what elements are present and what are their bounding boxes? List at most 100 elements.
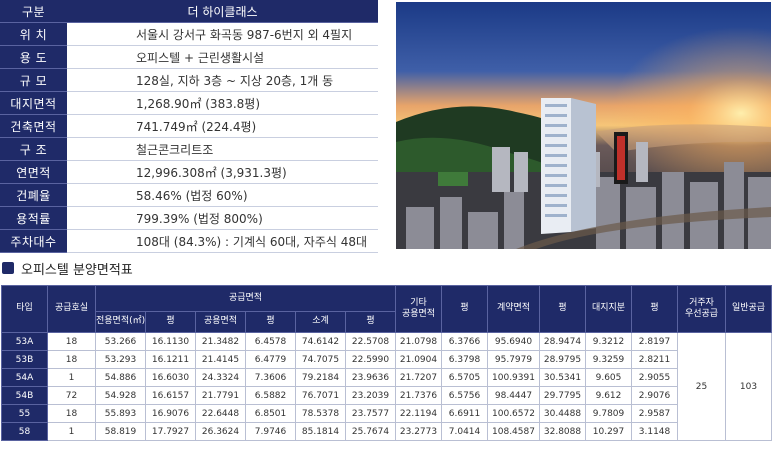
table-row: 53B 18 53.293 16.1211 21.4145 6.4779 74.7075 22… xyxy=(1,350,772,369)
table-cell: 3.1148 xyxy=(631,422,678,441)
type-cell: 58 xyxy=(1,422,48,441)
overview-label: 주차대수 xyxy=(0,229,67,253)
col-common: 공용면적 xyxy=(195,311,246,333)
overview-row: 위 치 서울시 강서구 화곡동 987-6번지 외 4필지 xyxy=(0,22,378,46)
overview-header-label: 구분 xyxy=(0,0,67,23)
table-cell: 21.0798 xyxy=(395,332,442,351)
table-row: 53A 18 53.266 16.1130 21.3482 6.4578 74.6142 22… xyxy=(1,332,772,441)
table-cell: 54.886 xyxy=(95,368,146,387)
table-cell: 32.8088 xyxy=(539,422,586,441)
area-header-row-1: 타입 공급호실 공급면적 기타 공용면적 평 계약면적 평 대지지분 평 거주자… xyxy=(1,285,772,333)
table-cell: 74.6142 xyxy=(295,332,346,351)
overview-label: 구 조 xyxy=(0,137,67,161)
table-cell: 23.2039 xyxy=(345,386,396,405)
table-cell: 16.1211 xyxy=(145,350,196,369)
col-resident-priority: 거주자 우선공급 xyxy=(677,285,726,333)
table-cell: 18 xyxy=(47,350,96,369)
overview-value: 108대 (84.3%) : 기계식 60대, 자주식 48대 xyxy=(67,229,378,253)
overview-row: 대지면적 1,268.90㎡ (383.8평) xyxy=(0,91,378,115)
table-cell: 78.5378 xyxy=(295,404,346,423)
table-cell: 22.6448 xyxy=(195,404,246,423)
table-cell: 9.612 xyxy=(585,386,632,405)
col-other-common: 기타 공용면적 xyxy=(395,285,442,333)
table-cell: 28.9795 xyxy=(539,350,586,369)
table-cell: 16.1130 xyxy=(145,332,196,351)
table-cell: 2.8197 xyxy=(631,332,678,351)
overview-row: 건축면적 741.749㎡ (224.4평) xyxy=(0,114,378,138)
table-cell: 6.5705 xyxy=(441,368,488,387)
table-cell: 22.1194 xyxy=(395,404,442,423)
table-cell: 2.8211 xyxy=(631,350,678,369)
table-cell: 7.3606 xyxy=(245,368,296,387)
table-cell: 23.2773 xyxy=(395,422,442,441)
overview-label: 위 치 xyxy=(0,22,67,46)
table-cell: 29.7795 xyxy=(539,386,586,405)
table-cell: 1 xyxy=(47,422,96,441)
overview-row: 규 모 128실, 지하 3층 ~ 지상 20층, 1개 동 xyxy=(0,68,378,92)
col-pyeong-5: 평 xyxy=(539,285,586,333)
table-cell: 9.3259 xyxy=(585,350,632,369)
overview-row: 용적률 799.39% (법정 800%) xyxy=(0,206,378,230)
overview-value: 서울시 강서구 화곡동 987-6번지 외 4필지 xyxy=(67,22,378,46)
type-cell: 55 xyxy=(1,404,48,423)
table-cell: 95.7979 xyxy=(487,350,540,369)
type-cell: 53B xyxy=(1,350,48,369)
table-row: 55 18 55.893 16.9076 22.6448 6.8501 78.5378 23.… xyxy=(1,404,772,423)
table-cell: 9.3212 xyxy=(585,332,632,351)
area-header-row-2: 전용면적(㎡) 평 공용면적 평 소계 평 xyxy=(2,311,772,333)
table-cell: 53.293 xyxy=(95,350,146,369)
table-cell: 6.5756 xyxy=(441,386,488,405)
type-cell: 54A xyxy=(1,368,48,387)
table-cell: 9.605 xyxy=(585,368,632,387)
table-cell: 6.6911 xyxy=(441,404,488,423)
table-cell: 18 xyxy=(47,404,96,423)
table-row: 54A 1 54.886 16.6030 24.3324 7.3606 79.2184 23.… xyxy=(1,368,772,387)
project-overview-table: 구분 더 하이클래스 위 치 서울시 강서구 화곡동 987-6번지 외 4필지 용… xyxy=(0,0,378,253)
table-cell: 21.7207 xyxy=(395,368,442,387)
table-cell: 16.6030 xyxy=(145,368,196,387)
table-cell: 7.0414 xyxy=(441,422,488,441)
table-cell: 24.3324 xyxy=(195,368,246,387)
table-row: 54B 72 54.928 16.6157 21.7791 6.5882 76.7071 23… xyxy=(1,386,772,405)
overview-label: 용적률 xyxy=(0,206,67,230)
table-cell: 6.5882 xyxy=(245,386,296,405)
table-cell: 76.7071 xyxy=(295,386,346,405)
col-pyeong-1: 평 xyxy=(145,311,196,333)
table-cell: 6.4578 xyxy=(245,332,296,351)
overview-row: 구 조 철근콘크리트조 xyxy=(0,137,378,161)
table-cell: 72 xyxy=(47,386,96,405)
col-contract: 계약면적 xyxy=(487,285,540,333)
table-cell: 10.297 xyxy=(585,422,632,441)
overview-label: 규 모 xyxy=(0,68,67,92)
table-cell: 9.7809 xyxy=(585,404,632,423)
col-subtotal: 소계 xyxy=(295,311,346,333)
general-supply-value: 103 xyxy=(725,332,772,441)
table-cell: 30.4488 xyxy=(539,404,586,423)
table-cell: 16.9076 xyxy=(145,404,196,423)
col-type: 타입 xyxy=(1,285,48,333)
col-pyeong-6: 평 xyxy=(631,285,678,333)
col-pyeong-2: 평 xyxy=(245,311,296,333)
col-exclusive: 전용면적(㎡) xyxy=(95,311,146,333)
table-cell: 108.4587 xyxy=(487,422,540,441)
table-cell: 1 xyxy=(47,368,96,387)
overview-value: 128실, 지하 3층 ~ 지상 20층, 1개 동 xyxy=(67,68,378,92)
table-cell: 85.1814 xyxy=(295,422,346,441)
table-cell: 21.7376 xyxy=(395,386,442,405)
overview-row: 용 도 오피스텔 + 근린생활시설 xyxy=(0,45,378,69)
table-cell: 21.0904 xyxy=(395,350,442,369)
col-pyeong-3: 평 xyxy=(345,311,396,333)
overview-label: 연면적 xyxy=(0,160,67,184)
table-cell: 16.6157 xyxy=(145,386,196,405)
table-cell: 74.7075 xyxy=(295,350,346,369)
overview-row: 건폐율 58.46% (법정 60%) xyxy=(0,183,378,207)
table-cell: 98.4447 xyxy=(487,386,540,405)
overview-value: 58.46% (법정 60%) xyxy=(67,183,378,207)
table-cell: 2.9076 xyxy=(631,386,678,405)
overview-label: 건폐율 xyxy=(0,183,67,207)
table-cell: 6.8501 xyxy=(245,404,296,423)
overview-value: 799.39% (법정 800%) xyxy=(67,206,378,230)
table-cell: 25.7674 xyxy=(345,422,396,441)
type-cell: 54B xyxy=(1,386,48,405)
col-units: 공급호실 xyxy=(47,285,96,333)
